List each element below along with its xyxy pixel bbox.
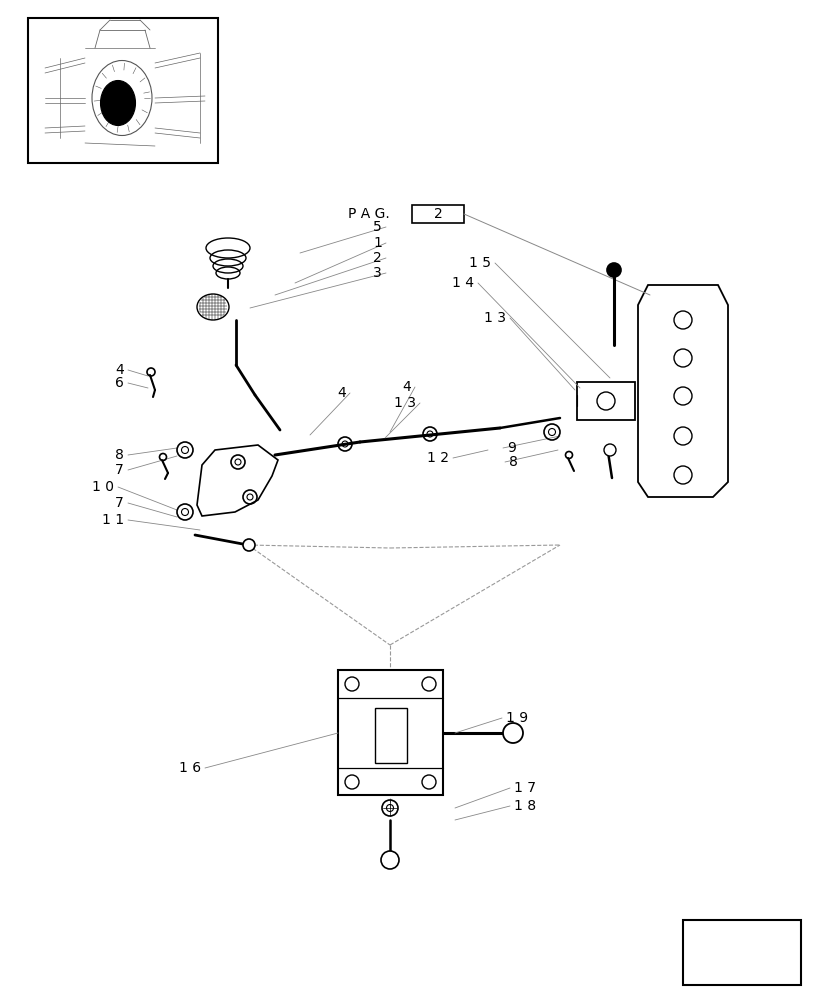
Bar	[576, 382, 634, 420]
Text: 1 9: 1 9	[505, 711, 528, 725]
Text: 5: 5	[373, 220, 381, 234]
Text: 2: 2	[373, 251, 381, 265]
Circle shape	[242, 539, 255, 551]
Text: 6: 6	[115, 376, 124, 390]
Polygon shape	[694, 925, 791, 978]
Text: 4: 4	[402, 380, 410, 394]
Text: 1 7: 1 7	[514, 781, 535, 795]
Circle shape	[380, 851, 399, 869]
Bar	[696, 927, 736, 957]
Text: 1 0: 1 0	[92, 480, 114, 494]
Text: 1 3: 1 3	[394, 396, 415, 410]
Circle shape	[502, 723, 523, 743]
Circle shape	[603, 444, 615, 456]
Polygon shape	[699, 948, 769, 975]
Text: 1 3: 1 3	[484, 311, 505, 325]
Text: 3: 3	[373, 266, 381, 280]
Text: 2: 2	[433, 207, 442, 221]
Text: 1: 1	[373, 236, 381, 250]
Bar	[412, 205, 463, 223]
Circle shape	[606, 263, 620, 277]
Text: 7: 7	[115, 463, 124, 477]
Bar	[337, 670, 442, 795]
Text: 1 1: 1 1	[102, 513, 124, 527]
Text: 1 2: 1 2	[427, 451, 448, 465]
Ellipse shape	[100, 81, 136, 126]
Text: 4: 4	[337, 386, 346, 400]
Text: 1 5: 1 5	[468, 256, 490, 270]
Text: 7: 7	[115, 496, 124, 510]
Text: 8: 8	[509, 455, 517, 469]
Polygon shape	[696, 928, 734, 957]
Bar	[682, 920, 800, 985]
Bar	[684, 922, 798, 983]
Text: 1 4: 1 4	[452, 276, 473, 290]
Text: 1 8: 1 8	[514, 799, 535, 813]
Text: 4: 4	[115, 363, 124, 377]
Text: P A G.: P A G.	[347, 207, 390, 221]
Text: 9: 9	[506, 441, 515, 455]
Bar	[28, 18, 218, 163]
Text: 1 6: 1 6	[179, 761, 201, 775]
Text: 8: 8	[115, 448, 124, 462]
Bar	[375, 708, 407, 763]
